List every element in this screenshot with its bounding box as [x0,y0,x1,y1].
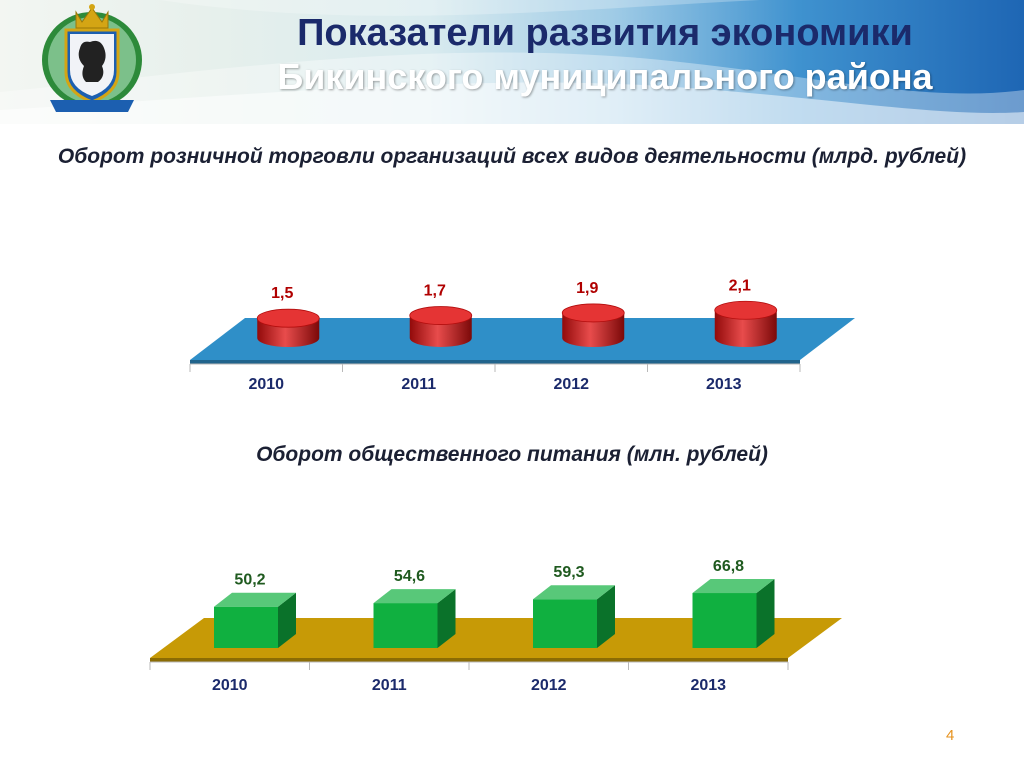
chart2-title: Оборот общественного питания (млн. рубле… [256,443,768,466]
chart2-bar-2011 [373,589,456,648]
header-wave-decoration [0,0,1024,124]
chart2-category-label: 2011 [372,677,407,694]
catering-turnover-chart: 50,2 2010 54,6 2011 59,3 2012 66,8 2013 [149,558,842,694]
chart1-title: Оборот розничной торговли организаций вс… [57,145,967,168]
chart1-value-label: 1,9 [576,280,598,297]
chart2-floor [150,618,842,658]
chart1-category-label: 2010 [248,376,284,393]
chart2-category-label: 2010 [212,677,248,694]
chart1-category-label: 2013 [706,376,742,393]
coat-of-arms-icon [42,4,142,112]
chart1-category-label: 2011 [401,376,436,393]
chart1-category-label: 2012 [553,376,589,393]
chart2-value-label: 66,8 [713,558,744,575]
chart1-value-label: 2,1 [729,277,751,294]
retail-turnover-chart: 1,5 2010 1,7 2011 1,9 2012 2,1 2013 [189,277,855,393]
chart1-floor [190,318,855,360]
chart2-value-label: 50,2 [234,572,265,589]
chart1-bar-2013 [714,300,778,347]
slide-title-line2: Бикинского муниципального района [277,56,933,97]
chart1-value-label: 1,7 [424,283,446,300]
chart2-category-label: 2013 [690,677,726,694]
chart2-bar-2013 [692,579,775,648]
chart1-bar-2011 [409,306,473,347]
chart2-value-label: 54,6 [394,568,425,585]
slide-title-line1: Показатели развития экономики [297,12,913,54]
chart2-bar-2010 [214,592,296,648]
chart2-category-label: 2012 [531,677,567,694]
chart1-bar-2010 [256,308,320,347]
chart1-value-label: 1,5 [271,285,293,302]
page-number: 4 [946,727,955,744]
chart2-value-label: 59,3 [553,564,584,581]
chart1-bar-2012 [561,303,625,347]
chart2-bar-2012 [533,585,615,648]
slide-header: Показатели развития экономики Бикинского… [0,0,1024,124]
